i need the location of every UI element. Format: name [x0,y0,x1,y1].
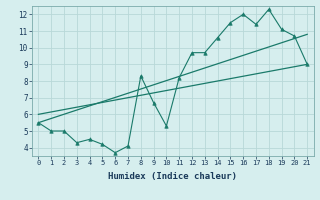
X-axis label: Humidex (Indice chaleur): Humidex (Indice chaleur) [108,172,237,181]
